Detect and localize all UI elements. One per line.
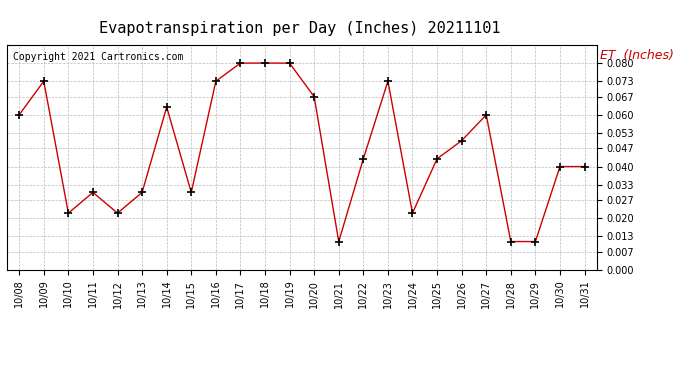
Text: Copyright 2021 Cartronics.com: Copyright 2021 Cartronics.com (13, 52, 183, 62)
Text: Evapotranspiration per Day (Inches) 20211101: Evapotranspiration per Day (Inches) 2021… (99, 21, 501, 36)
Text: ET  (Inches): ET (Inches) (600, 49, 674, 62)
